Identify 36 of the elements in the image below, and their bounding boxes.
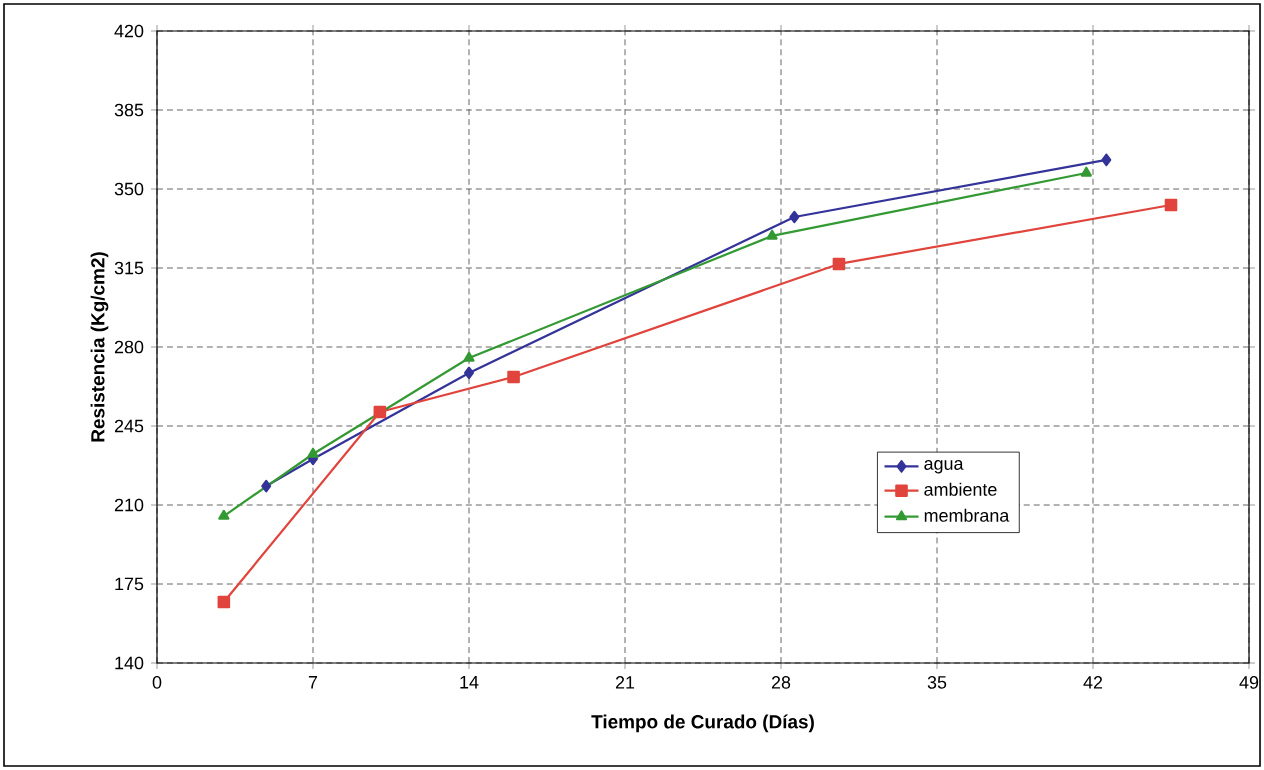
y-tick-label: 315: [114, 261, 144, 275]
y-tick-label: 210: [114, 498, 144, 512]
x-tick-label: 0: [152, 676, 162, 689]
y-tick-label: 140: [115, 656, 144, 670]
y-tick-label: 420: [114, 24, 144, 38]
point: [789, 210, 800, 224]
x-tick-label: 42: [1083, 676, 1103, 689]
y-tick-label: 245: [114, 419, 144, 433]
point: [832, 257, 846, 271]
point: [1080, 166, 1092, 177]
y-tick-label: 350: [114, 182, 144, 196]
x-tick-label: 21: [615, 676, 635, 689]
x-axis-title: Tiempo de Curado (Días): [591, 714, 814, 733]
point: [464, 366, 474, 380]
point: [463, 351, 475, 362]
x-tick-label: 7: [308, 676, 318, 689]
legend-label: membrana: [924, 508, 1010, 522]
point: [307, 447, 319, 458]
y-tick-label: 175: [115, 577, 144, 591]
legend-label: agua: [924, 460, 964, 474]
x-tick-label: 28: [771, 676, 791, 689]
point: [766, 229, 778, 240]
x-tick-label: 35: [927, 676, 947, 689]
y-axis-title: Resistencia (Kg/cm2): [90, 252, 109, 442]
point: [218, 509, 230, 520]
y-tick-label: 385: [114, 103, 144, 117]
point: [261, 479, 272, 493]
y-tick-label: 280: [114, 340, 144, 354]
point: [1164, 198, 1178, 212]
point: [373, 405, 387, 419]
x-tick-label: 49: [1239, 676, 1259, 689]
point: [1101, 153, 1112, 167]
x-tick-label: 14: [460, 676, 479, 689]
point: [217, 595, 231, 609]
legend-label: ambiente: [924, 482, 997, 496]
point: [507, 370, 520, 384]
